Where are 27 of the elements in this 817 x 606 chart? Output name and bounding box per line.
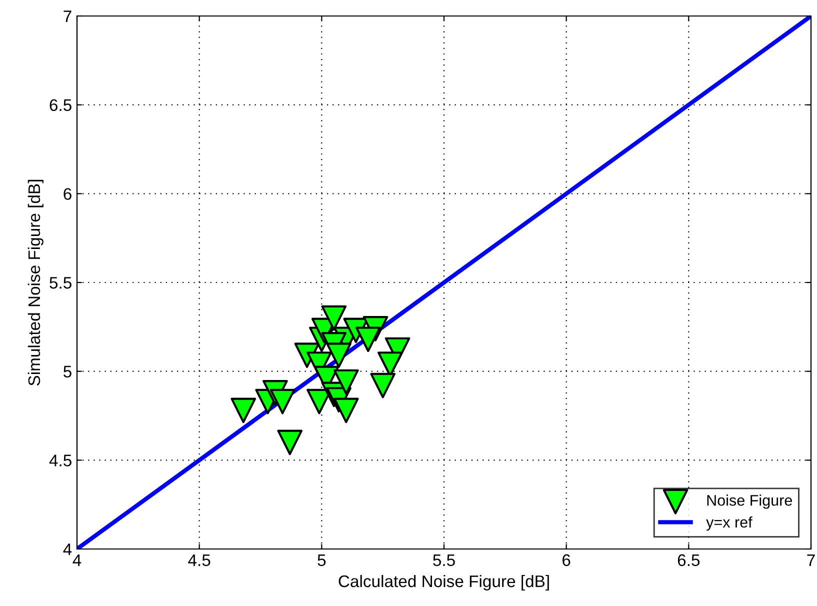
y-tick-label: 7	[64, 10, 72, 22]
y-tick-label: 4	[63, 544, 72, 556]
legend-label: Noise Figure	[707, 494, 792, 509]
point	[277, 430, 303, 456]
point	[333, 369, 359, 395]
point	[333, 398, 359, 424]
x-tick-label: 6	[562, 554, 570, 566]
legend-label: y=x ref	[706, 516, 752, 531]
point	[321, 305, 347, 331]
y-tick-label: 6.5	[50, 99, 72, 112]
point	[326, 342, 352, 368]
x-tick-label: 4.5	[188, 554, 210, 566]
y-tick-label: 5.5	[50, 277, 72, 289]
x-tick-label: 5.5	[433, 554, 455, 566]
y-axis-title: Simulated Noise Figure [dB]	[28, 180, 44, 386]
point	[370, 372, 396, 398]
point	[355, 326, 381, 352]
x-tick-label: 7	[807, 554, 815, 566]
point	[230, 398, 256, 424]
x-tick-label: 6.5	[678, 554, 700, 566]
x-tick-label: 4	[72, 554, 82, 566]
y-tick-label: 6	[64, 188, 72, 200]
y-tick-label: 5	[64, 366, 72, 378]
x-axis-title: Calculated Noise Figure [dB]	[338, 574, 549, 590]
point	[270, 388, 296, 414]
x-tick-label: 5	[318, 554, 326, 566]
y-tick-label: 4.5	[49, 454, 72, 466]
